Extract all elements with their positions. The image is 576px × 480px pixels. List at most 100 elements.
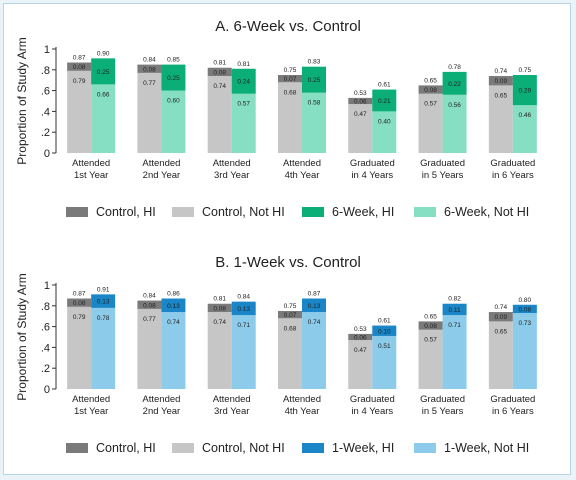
panel-2-x-tick-label-line1: Attended (72, 394, 110, 405)
panel-2-y-tick-label: .2 (41, 363, 50, 375)
panel-1-x-tick-label-line1: Graduated (420, 158, 465, 169)
panel-1-label-control-total: 0.53 (354, 90, 367, 97)
panel-2-label-control-not-hi: 0.57 (424, 337, 437, 344)
panel-1-bar-treatment-not-hi (512, 105, 537, 153)
panel-2-x-tick-label-line2: in 6 Years (492, 406, 534, 417)
panel-2-label-treatment-not-hi: 0.74 (167, 319, 180, 326)
panel-1-label-treatment-hi: 0.24 (237, 79, 250, 86)
panel-1-label-treatment-hi: 0.21 (378, 98, 391, 105)
panel-1-bar-control-not-hi (67, 70, 92, 153)
panel-1-bar-control-hi (418, 85, 443, 94)
panel-2-bar-control-not-hi (207, 312, 232, 389)
panel-1-label-control-hi: 0.08 (73, 64, 86, 71)
panel-1-legend-label: 6-Week, Not HI (444, 205, 529, 219)
panel-1-bar-control-hi (278, 75, 302, 83)
panel-1-legend-swatch (302, 207, 324, 217)
panel-1-label-control-hi: 0.09 (495, 78, 508, 85)
panel-2-legend-label: 1-Week, Not HI (444, 441, 529, 455)
panel-2-bar-control-hi (418, 321, 443, 330)
panel-1-label-treatment-total: 0.81 (237, 61, 250, 68)
panel-1-bar-treatment-not-hi (231, 93, 256, 153)
panel-2-x-tick-label-line2: in 4 Years (351, 406, 393, 417)
panel-1-label-treatment-not-hi: 0.58 (308, 100, 321, 107)
panel-1-label-treatment-total: 0.85 (167, 57, 180, 64)
panel-2-bar-control-hi (278, 311, 302, 319)
panel-2-chart-title: B. 1-Week vs. Control (215, 254, 361, 271)
panel-1-label-treatment-total: 0.61 (378, 82, 391, 89)
panel-1-label-control-not-hi: 0.77 (143, 80, 156, 87)
panel-2-legend-swatch (414, 443, 436, 453)
panel-1-bar-control-not-hi (207, 76, 232, 153)
panel-1-label-treatment-not-hi: 0.46 (519, 112, 532, 119)
panel-2-legend-swatch (66, 443, 88, 453)
panel-2-x-tick-label-line1: Graduated (490, 394, 535, 405)
panel-2-x-tick-label-line2: in 5 Years (422, 406, 464, 417)
panel-1-bar-treatment-hi (512, 75, 537, 106)
panel-1-y-axis-label: Proportion of Study Arm (15, 37, 29, 164)
panel-2-label-treatment-hi: 0.13 (167, 303, 180, 310)
panel-1-bar-treatment-hi (302, 66, 326, 93)
panel-1-bar-treatment-not-hi (442, 94, 467, 153)
panel-2-y-tick-label: 0 (44, 384, 50, 396)
panel-2-x-tick-label-line2: 2nd Year (143, 406, 181, 417)
panel-1-label-control-not-hi: 0.74 (213, 83, 226, 90)
panel-1-legend-label: Control, HI (96, 205, 156, 219)
panel-1-x-tick-label-line2: in 6 Years (492, 170, 534, 181)
panel-1-bar-treatment-hi (161, 64, 186, 91)
panel-1-x-tick-label-line2: 2nd Year (143, 170, 181, 181)
panel-1-legend-swatch (66, 207, 88, 217)
panel-2-y-axis-label: Proportion of Study Arm (15, 273, 29, 400)
panel-1-x-tick-label-line1: Attended (283, 158, 321, 169)
panel-1-bar-treatment-hi (442, 71, 467, 95)
panel-1-label-control-not-hi: 0.68 (284, 89, 297, 96)
panel-1-bar-control-not-hi (418, 93, 443, 153)
panel-2-label-control-not-hi: 0.47 (354, 347, 367, 354)
panel-2-y-tick-label: .4 (41, 342, 50, 354)
panel-1-label-control-hi: 0.08 (213, 69, 226, 76)
figure-frame: A. 6-Week vs. Control Proportion of Study… (3, 3, 571, 475)
panel-1-bar-treatment-not-hi (161, 90, 186, 153)
panel-2-legend-swatch (302, 443, 324, 453)
panel-2-bar-treatment-not-hi (91, 307, 116, 389)
panel-2-label-treatment-hi: 0.08 (519, 306, 532, 313)
panel-2-bar-treatment-hi (91, 294, 116, 308)
panel-2-legend-swatch (172, 443, 194, 453)
panel-1-legend-swatch (414, 207, 436, 217)
panel-2-label-treatment-total: 0.82 (448, 296, 461, 303)
panel-1-label-treatment-not-hi: 0.40 (378, 118, 391, 125)
panel-2-label-control-hi: 0.08 (143, 302, 156, 309)
panel-1-label-control-not-hi: 0.57 (424, 101, 437, 108)
panel-1-label-control-total: 0.87 (73, 55, 86, 62)
panel-2-label-control-total: 0.65 (424, 313, 437, 320)
panel-2-label-control-hi: 0.07 (284, 312, 297, 319)
panel-1-x-tick-label-line2: 1st Year (74, 170, 108, 181)
panel-1-x-tick-label-line1: Attended (213, 158, 251, 169)
panel-1-label-control-not-hi: 0.79 (73, 78, 86, 85)
panel-2-label-treatment-total: 0.86 (167, 291, 180, 298)
panel-1-bar-control-not-hi (278, 82, 302, 153)
panel-2-label-treatment-hi: 0.13 (308, 303, 321, 310)
panel-1-x-tick-label-line1: Attended (142, 158, 180, 169)
panel-1-y-tick-label: 0 (44, 148, 50, 160)
panel-2-bar-treatment-hi (302, 298, 326, 313)
panel-1-label-treatment-total: 0.83 (308, 59, 321, 66)
panel-1-label-treatment-hi: 0.25 (167, 75, 180, 82)
panel-1-legend-label: Control, Not HI (202, 205, 285, 219)
panel-1-y-tick-label: .4 (41, 106, 50, 118)
panel-1-x-tick-label-line2: 3rd Year (214, 170, 249, 181)
panel-2-x-tick-label-line1: Attended (213, 394, 251, 405)
panel-1-bar-control-hi (348, 97, 373, 105)
panel-1-bar-control-not-hi (488, 85, 513, 153)
panel-2-label-control-total: 0.87 (73, 291, 86, 298)
panel-2-legend-label: Control, HI (96, 441, 156, 455)
panel-1-y-tick-label: .2 (41, 127, 50, 139)
panel-2-bar-treatment-not-hi (302, 312, 326, 389)
panel-1-bar-treatment-not-hi (372, 111, 397, 153)
panel-1-label-control-total: 0.75 (284, 67, 297, 74)
panel-1-label-treatment-not-hi: 0.60 (167, 98, 180, 105)
panel-2-legend-label: 1-Week, HI (332, 441, 394, 455)
panel-2-label-treatment-hi: 0.10 (378, 328, 391, 335)
panel-1-bar-control-hi (488, 76, 513, 86)
panel-2-bar-control-not-hi (348, 340, 373, 389)
panel-2-bar-control-not-hi (137, 308, 162, 389)
